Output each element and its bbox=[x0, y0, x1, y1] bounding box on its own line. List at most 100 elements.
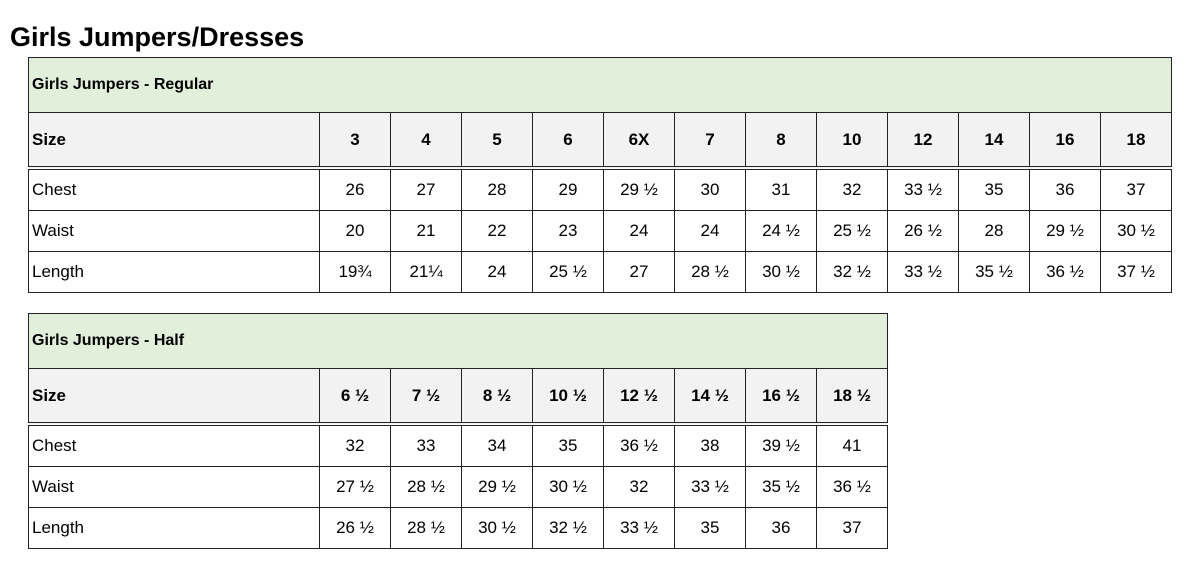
measurement-cell: 27 ½ bbox=[319, 466, 391, 508]
size-header-cell: 3 bbox=[319, 112, 391, 170]
table-caption-row: Girls Jumpers - Half bbox=[28, 313, 888, 369]
table-row: Length 26 ½ 28 ½ 30 ½ 32 ½ 33 ½ 35 36 37 bbox=[28, 507, 888, 549]
size-header-cell: 14 bbox=[958, 112, 1030, 170]
measurement-label: Chest bbox=[28, 167, 320, 211]
measurement-cell: 29 ½ bbox=[1029, 210, 1101, 252]
size-header-cell: 12 bbox=[887, 112, 959, 170]
measurement-cell: 36 ½ bbox=[1029, 251, 1101, 293]
measurement-cell: 25 ½ bbox=[816, 210, 888, 252]
size-header-cell: 6X bbox=[603, 112, 675, 170]
size-header-cell: 8 ½ bbox=[461, 368, 533, 426]
measurement-cell: 30 ½ bbox=[745, 251, 817, 293]
measurement-cell: 21¼ bbox=[390, 251, 462, 293]
measurement-cell: 36 ½ bbox=[816, 466, 888, 508]
table-caption-row: Girls Jumpers - Regular bbox=[28, 57, 1172, 113]
table-caption: Girls Jumpers - Half bbox=[28, 313, 888, 369]
size-header-cell: 10 bbox=[816, 112, 888, 170]
measurement-cell: 28 ½ bbox=[390, 507, 462, 549]
measurement-cell: 33 ½ bbox=[674, 466, 746, 508]
size-header-cell: 6 bbox=[532, 112, 604, 170]
measurement-cell: 35 bbox=[674, 507, 746, 549]
measurement-cell: 41 bbox=[816, 423, 888, 467]
size-header-cell: 16 bbox=[1029, 112, 1101, 170]
measurement-cell: 28 ½ bbox=[674, 251, 746, 293]
measurement-cell: 33 ½ bbox=[887, 251, 959, 293]
measurement-cell: 20 bbox=[319, 210, 391, 252]
measurement-cell: 22 bbox=[461, 210, 533, 252]
measurement-cell: 37 bbox=[816, 507, 888, 549]
measurement-cell: 28 bbox=[461, 167, 533, 211]
measurement-cell: 30 ½ bbox=[1100, 210, 1172, 252]
size-header-cell: 16 ½ bbox=[745, 368, 817, 426]
measurement-cell: 26 ½ bbox=[319, 507, 391, 549]
measurement-cell: 24 ½ bbox=[745, 210, 817, 252]
measurement-cell: 30 ½ bbox=[461, 507, 533, 549]
measurement-cell: 29 ½ bbox=[603, 167, 675, 211]
table-row: Chest 26 27 28 29 29 ½ 30 31 32 33 ½ 35 36 37 bbox=[28, 167, 1172, 211]
measurement-cell: 32 bbox=[319, 423, 391, 467]
measurement-label: Chest bbox=[28, 423, 320, 467]
measurement-cell: 21 bbox=[390, 210, 462, 252]
size-header-cell: 4 bbox=[390, 112, 462, 170]
measurement-cell: 19¾ bbox=[319, 251, 391, 293]
size-header-cell: 18 bbox=[1100, 112, 1172, 170]
size-header-cell: 5 bbox=[461, 112, 533, 170]
size-header-cell: 6 ½ bbox=[319, 368, 391, 426]
size-header-cell: 8 bbox=[745, 112, 817, 170]
measurement-cell: 35 ½ bbox=[745, 466, 817, 508]
measurement-cell: 29 ½ bbox=[461, 466, 533, 508]
measurement-cell: 30 bbox=[674, 167, 746, 211]
measurement-cell: 31 bbox=[745, 167, 817, 211]
measurement-cell: 29 bbox=[532, 167, 604, 211]
measurement-label: Length bbox=[28, 251, 320, 293]
size-header-cell: 7 bbox=[674, 112, 746, 170]
measurement-cell: 26 bbox=[319, 167, 391, 211]
measurement-label: Waist bbox=[28, 466, 320, 508]
measurement-cell: 24 bbox=[603, 210, 675, 252]
page-title: Girls Jumpers/Dresses bbox=[10, 22, 305, 52]
size-header-row: Size 3 4 5 6 6X 7 8 10 12 14 16 18 bbox=[28, 112, 1172, 170]
measurement-cell: 36 ½ bbox=[603, 423, 675, 467]
measurement-cell: 27 bbox=[603, 251, 675, 293]
measurement-cell: 32 bbox=[816, 167, 888, 211]
measurement-label: Waist bbox=[28, 210, 320, 252]
measurement-cell: 32 ½ bbox=[816, 251, 888, 293]
measurement-cell: 33 bbox=[390, 423, 462, 467]
measurement-cell: 38 bbox=[674, 423, 746, 467]
measurement-cell: 37 bbox=[1100, 167, 1172, 211]
measurement-cell: 37 ½ bbox=[1100, 251, 1172, 293]
measurement-cell: 34 bbox=[461, 423, 533, 467]
table-caption: Girls Jumpers - Regular bbox=[28, 57, 1172, 113]
measurement-cell: 24 bbox=[674, 210, 746, 252]
table-row: Waist 20 21 22 23 24 24 24 ½ 25 ½ 26 ½ 28 29 ½ 30 ½ bbox=[28, 210, 1172, 252]
size-header-cell: 7 ½ bbox=[390, 368, 462, 426]
measurement-cell: 23 bbox=[532, 210, 604, 252]
measurement-cell: 25 ½ bbox=[532, 251, 604, 293]
measurement-cell: 28 ½ bbox=[390, 466, 462, 508]
measurement-cell: 33 ½ bbox=[887, 167, 959, 211]
measurement-cell: 33 ½ bbox=[603, 507, 675, 549]
measurement-cell: 39 ½ bbox=[745, 423, 817, 467]
measurement-cell: 35 ½ bbox=[958, 251, 1030, 293]
size-label: Size bbox=[28, 112, 320, 170]
measurement-cell: 36 bbox=[1029, 167, 1101, 211]
table-row: Chest 32 33 34 35 36 ½ 38 39 ½ 41 bbox=[28, 423, 888, 467]
size-header-cell: 14 ½ bbox=[674, 368, 746, 426]
measurement-cell: 32 bbox=[603, 466, 675, 508]
size-header-cell: 12 ½ bbox=[603, 368, 675, 426]
measurement-cell: 26 ½ bbox=[887, 210, 959, 252]
measurement-cell: 35 bbox=[958, 167, 1030, 211]
measurement-cell: 30 ½ bbox=[532, 466, 604, 508]
measurement-cell: 32 ½ bbox=[532, 507, 604, 549]
measurement-cell: 24 bbox=[461, 251, 533, 293]
table-row: Length 19¾ 21¼ 24 25 ½ 27 28 ½ 30 ½ 32 ½ 33 ½ 35 ½… bbox=[28, 251, 1172, 293]
size-label: Size bbox=[28, 368, 320, 426]
regular-size-table: Girls Jumpers - Regular Size 3 4 5 6 6X 7 8 10 12 1… bbox=[28, 57, 1172, 293]
table-row: Waist 27 ½ 28 ½ 29 ½ 30 ½ 32 33 ½ 35 ½ 36 ½ bbox=[28, 466, 888, 508]
measurement-cell: 36 bbox=[745, 507, 817, 549]
measurement-cell: 35 bbox=[532, 423, 604, 467]
measurement-cell: 27 bbox=[390, 167, 462, 211]
measurement-cell: 28 bbox=[958, 210, 1030, 252]
